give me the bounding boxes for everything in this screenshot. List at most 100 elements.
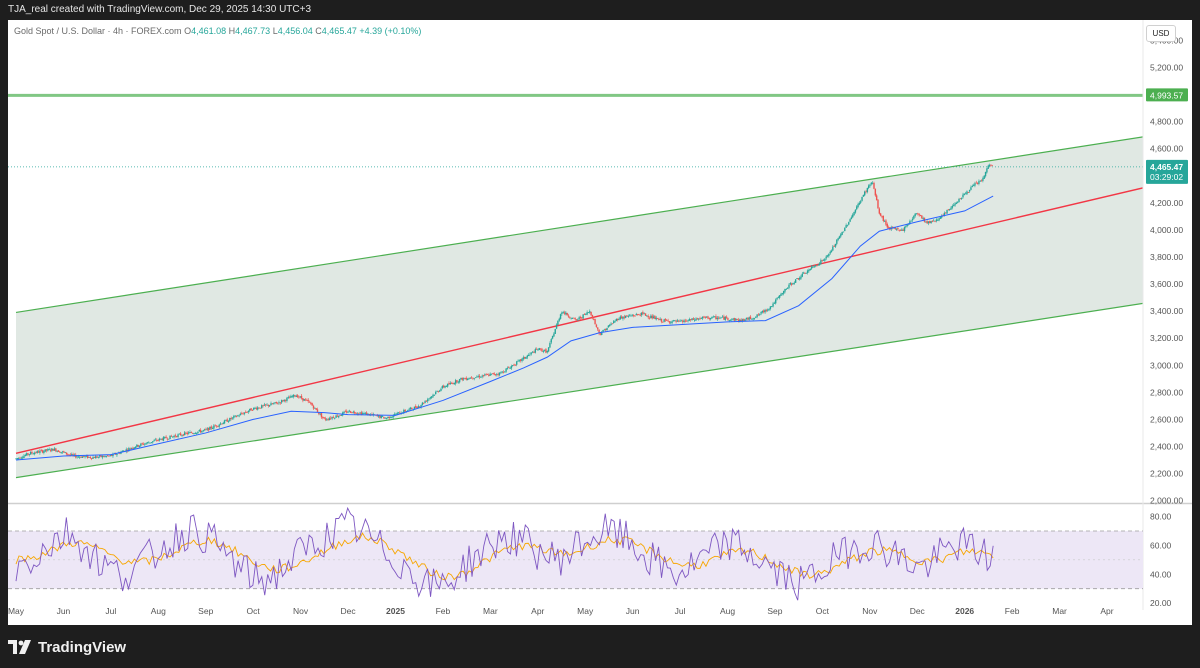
candle-body (201, 430, 203, 433)
candle-body (112, 453, 114, 457)
candle-body (840, 234, 842, 237)
candle-body (88, 456, 90, 458)
candle-body (881, 216, 883, 218)
candle-body (294, 395, 296, 397)
candle-body (910, 220, 912, 222)
candle-body (666, 320, 668, 321)
candle-body (603, 329, 606, 331)
candle-body (875, 195, 878, 201)
candle-body (537, 349, 539, 351)
candle-body (214, 425, 216, 427)
candle-body (697, 318, 700, 320)
y-axis-tick: 4,000.00 (1150, 225, 1183, 235)
candle-body (239, 413, 242, 416)
candle-body (934, 220, 936, 222)
candle-body (616, 318, 619, 321)
candle-body (806, 270, 809, 273)
candle-body (591, 314, 594, 319)
candle-body (894, 227, 896, 230)
candle-body (49, 449, 52, 451)
candle-body (67, 454, 69, 456)
candle-body (632, 315, 635, 316)
candle-body (396, 412, 398, 415)
candle-body (249, 408, 251, 411)
x-axis-tick: Feb (436, 606, 451, 616)
x-axis-tick: Jun (57, 606, 71, 616)
candle-body (271, 403, 274, 405)
candle-body (647, 316, 649, 318)
candle-body (253, 407, 255, 410)
candle-body (611, 323, 614, 325)
candle-body (468, 378, 470, 380)
candle-body (85, 455, 88, 457)
candle-body (223, 420, 226, 424)
candle-body (408, 408, 410, 410)
candle-body (818, 263, 821, 266)
candle-body (376, 415, 378, 417)
candle-body (720, 317, 722, 319)
candle-body (420, 405, 422, 408)
candle-body (990, 164, 992, 166)
y-axis-tick: 2,800.00 (1150, 387, 1183, 397)
candle-body (205, 429, 207, 431)
x-axis-tick: 2026 (955, 606, 974, 616)
candle-body (278, 402, 280, 404)
candle-body (549, 343, 551, 348)
candle-body (433, 394, 436, 396)
candle-body (172, 436, 174, 438)
candle-body (980, 180, 983, 182)
candle-body (349, 411, 352, 413)
candle-body (614, 321, 616, 323)
candle-body (120, 451, 122, 454)
candle-body (262, 405, 264, 407)
y-axis-tick: 3,400.00 (1150, 306, 1183, 316)
candle-body (797, 278, 799, 280)
candle-body (729, 319, 732, 321)
candle-body (89, 456, 92, 458)
candle-body (452, 383, 454, 384)
candle-body (899, 230, 902, 232)
candle-body (958, 199, 960, 202)
candle-body (411, 407, 413, 409)
candle-body (927, 221, 930, 224)
candle-body (217, 426, 219, 427)
candle-body (199, 429, 202, 433)
y-axis-tick: 4,600.00 (1150, 144, 1183, 154)
candle-body (137, 445, 139, 447)
candle-body (525, 357, 527, 359)
candle-body (723, 316, 725, 320)
candle-body (482, 375, 485, 376)
candle-body (215, 425, 218, 427)
candle-body (675, 320, 677, 322)
candle-body (225, 419, 227, 421)
candle-body (654, 315, 656, 319)
candle-body (409, 407, 412, 410)
candle-body (458, 379, 461, 383)
candle-body (913, 215, 915, 219)
candle-body (988, 164, 991, 166)
candle-body (721, 316, 724, 318)
candle-body (563, 312, 566, 314)
candle-body (569, 317, 571, 319)
candle-body (903, 227, 906, 232)
currency-button[interactable]: USD (1146, 25, 1176, 42)
candle-body (484, 374, 486, 376)
candle-body (520, 359, 522, 361)
candle-body (709, 318, 712, 320)
candle-body (141, 443, 143, 445)
candle-body (658, 318, 660, 320)
candle-body (166, 438, 169, 440)
candle-body (130, 448, 133, 449)
candle-body (416, 407, 418, 409)
candle-body (417, 406, 420, 408)
candle-body (858, 202, 861, 205)
candle-body (24, 454, 26, 456)
candle-body (77, 456, 80, 458)
candle-body (138, 445, 141, 448)
candle-body (678, 320, 680, 322)
candle-body (319, 413, 321, 415)
candle-body (501, 371, 503, 373)
candle-body (615, 318, 618, 321)
candle-body (777, 297, 780, 298)
